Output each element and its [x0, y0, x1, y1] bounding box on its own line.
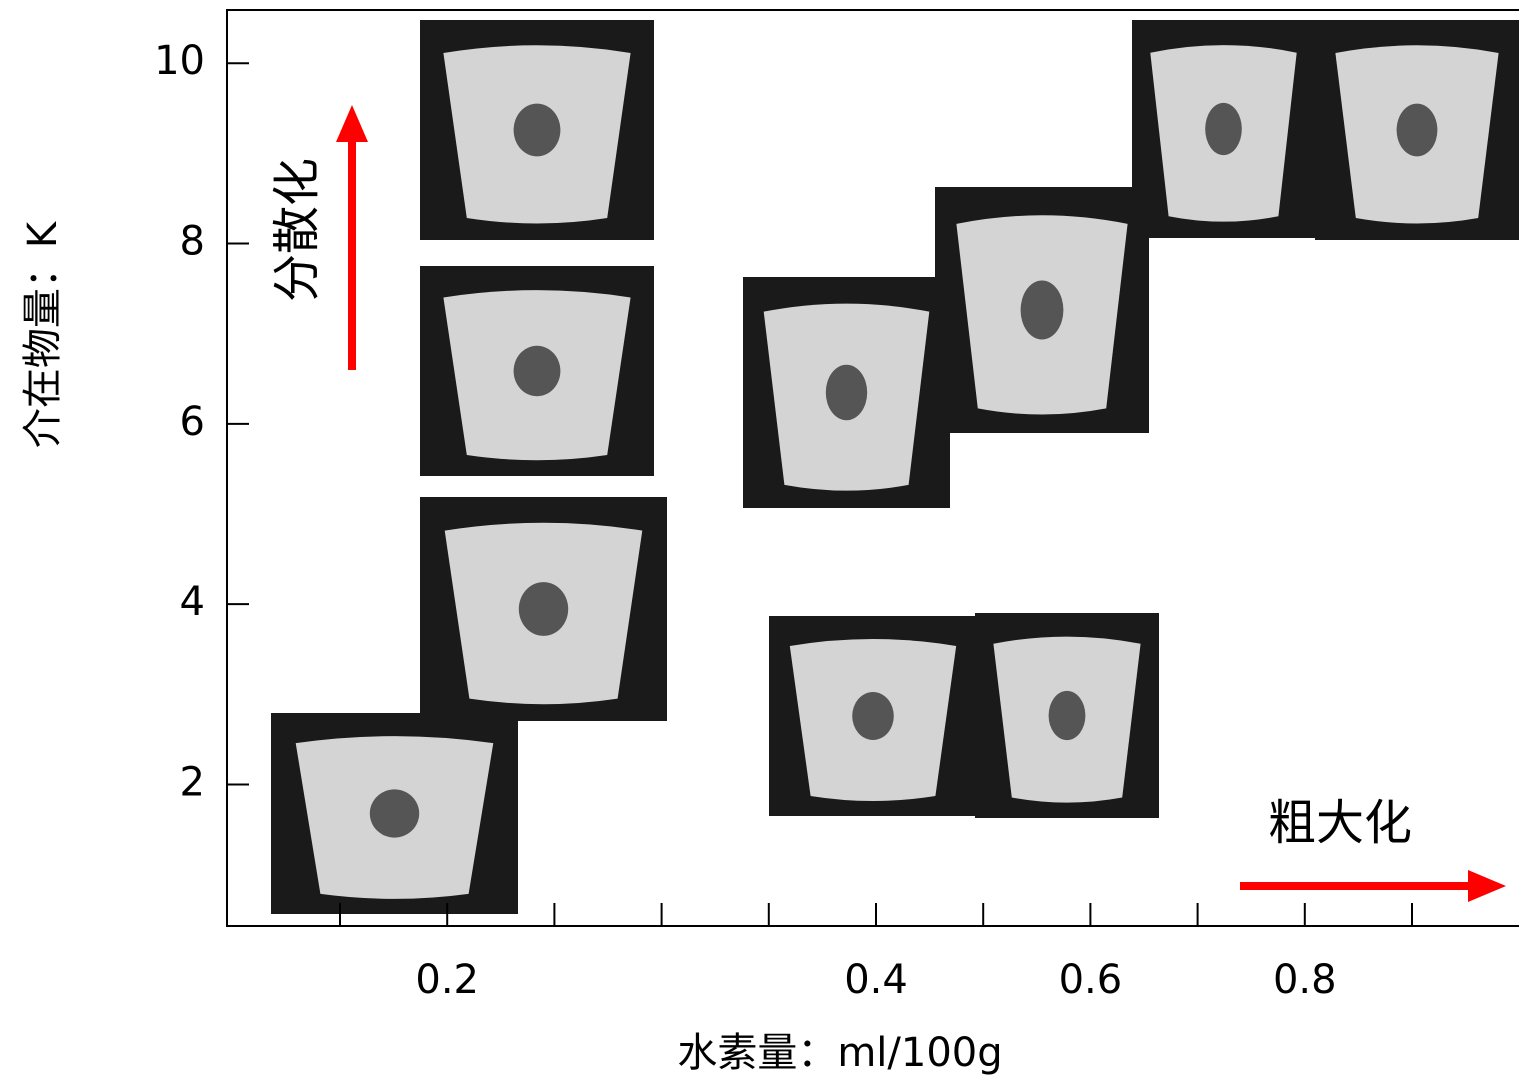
defect	[1205, 103, 1242, 155]
y-tick-label: 6	[180, 399, 205, 445]
defect	[514, 104, 561, 157]
chart: 分散化 粗大化 水素量：ml/100g 介在物量：K 2 4 6 8 10 0.2 0.4 0…	[0, 0, 1519, 1076]
defect	[1397, 104, 1438, 157]
x-tick-label: 0.4	[844, 957, 908, 1003]
annotation: 粗大化	[1268, 795, 1412, 851]
arrow-head	[1468, 870, 1506, 902]
x-tick-label: 0.8	[1273, 957, 1337, 1003]
y-tick-label: 4	[180, 579, 205, 625]
defect	[519, 582, 568, 636]
defect	[1049, 691, 1086, 740]
annotation: 分散化	[269, 158, 325, 302]
defect	[826, 365, 867, 420]
defect	[1021, 280, 1064, 339]
defect	[514, 346, 561, 396]
arrow-head	[336, 105, 368, 142]
x-axis-label: 水素量：ml/100g	[677, 1030, 1002, 1076]
y-tick-label: 2	[180, 759, 205, 805]
y-axis-label: 介在物量：K	[20, 220, 66, 448]
x-tick-label: 0.6	[1059, 957, 1123, 1003]
y-tick-label: 10	[154, 38, 205, 84]
y-tick-label: 8	[180, 219, 205, 265]
defect	[852, 692, 894, 740]
specimen-photos	[271, 20, 1519, 914]
x-tick-label: 0.2	[415, 957, 479, 1003]
defect	[370, 789, 419, 837]
